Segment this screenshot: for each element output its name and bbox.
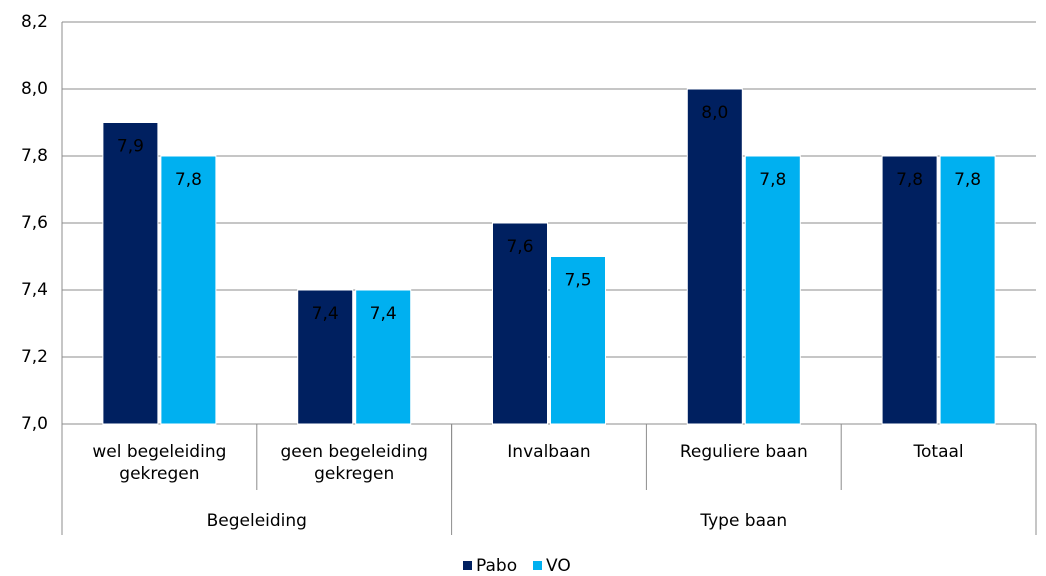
bar <box>881 155 938 425</box>
bar <box>939 155 996 425</box>
data-label: 7,8 <box>759 170 786 190</box>
y-tick-label: 7,4 <box>21 280 48 300</box>
x-tick-label: Reguliere baan <box>679 442 808 462</box>
bar <box>160 155 217 425</box>
legend-label: Pabo <box>476 556 517 576</box>
x-tick-label: wel begeleiding gekregen <box>92 442 227 484</box>
bar <box>686 88 743 425</box>
y-tick-label: 8,2 <box>21 12 48 32</box>
legend-label: VO <box>546 556 571 576</box>
y-tick-label: 8,0 <box>21 79 48 99</box>
group-label: Begeleiding <box>206 511 307 531</box>
x-tick-label: geen begeleiding gekregen <box>280 442 428 484</box>
data-label: 7,4 <box>370 304 397 324</box>
data-label: 7,8 <box>954 170 981 190</box>
bar <box>744 155 801 425</box>
data-label: 7,5 <box>564 271 591 291</box>
bar <box>492 222 548 425</box>
bar <box>355 289 412 425</box>
y-tick-label: 7,6 <box>21 213 48 233</box>
data-label: 8,0 <box>701 103 728 123</box>
data-label: 7,9 <box>117 137 144 157</box>
bar <box>297 289 354 425</box>
x-tick-label: Totaal <box>913 442 964 462</box>
y-tick-label: 7,0 <box>21 414 48 434</box>
legend-swatch <box>533 561 542 570</box>
data-label: 7,8 <box>175 170 202 190</box>
group-label: Type baan <box>700 511 788 531</box>
y-tick-label: 7,8 <box>21 146 48 166</box>
data-label: 7,8 <box>896 170 923 190</box>
data-label: 7,6 <box>506 237 533 257</box>
legend-swatch <box>463 561 472 570</box>
x-tick-label: Invalbaan <box>507 442 591 462</box>
bar <box>550 256 606 425</box>
y-tick-label: 7,2 <box>21 347 48 367</box>
data-label: 7,4 <box>312 304 339 324</box>
bar <box>102 122 159 425</box>
